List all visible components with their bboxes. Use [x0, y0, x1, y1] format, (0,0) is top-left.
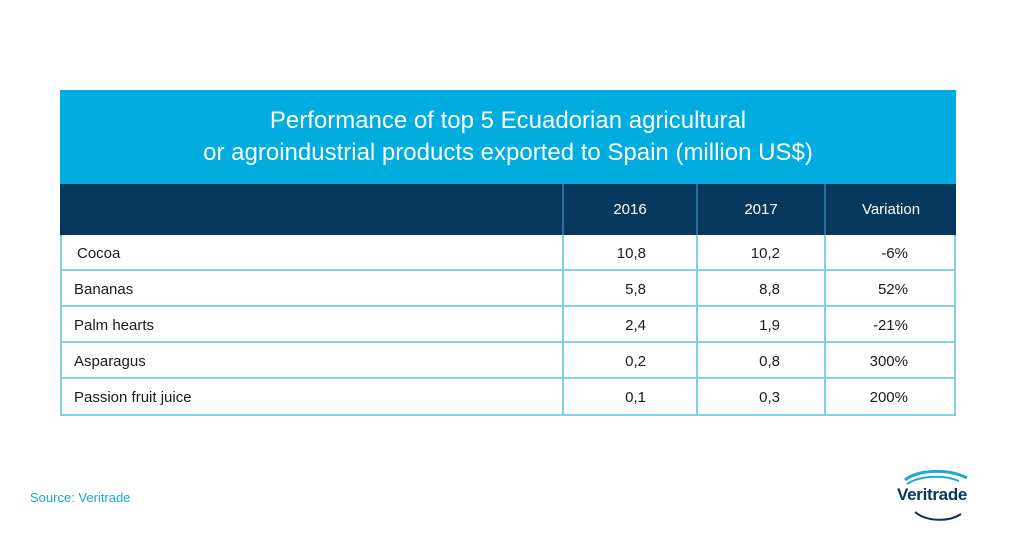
- column-header-2017: 2017: [744, 201, 778, 218]
- column-divider: [562, 379, 564, 415]
- table-title: Performance of top 5 Ecuadorian agricult…: [60, 90, 956, 184]
- row-label: Cocoa: [77, 245, 121, 262]
- column-divider: [562, 271, 564, 307]
- cell-variation: -6%: [881, 245, 908, 262]
- column-divider: [824, 307, 826, 343]
- column-divider: [696, 271, 698, 307]
- cell-variation: 200%: [869, 389, 908, 406]
- cell-2016: 0,1: [625, 389, 646, 406]
- veritrade-logo: Veritrade: [897, 468, 987, 524]
- table-frame: [60, 90, 956, 416]
- cell-2017: 0,8: [759, 353, 780, 370]
- table-row: Asparagus 0,2 0,8 300%: [60, 343, 956, 379]
- title-line-2: or agroindustrial products exported to S…: [203, 139, 813, 166]
- column-header-2016: 2016: [613, 201, 647, 218]
- header-divider: [562, 184, 564, 235]
- column-divider: [696, 379, 698, 415]
- cell-variation: 300%: [869, 353, 908, 370]
- column-divider: [696, 343, 698, 379]
- header-divider: [824, 184, 826, 235]
- cell-2017: 1,9: [759, 317, 780, 334]
- cell-2017: 10,2: [750, 245, 780, 262]
- veritrade-swoosh-icon: [904, 469, 968, 521]
- logo-text: Veritrade: [897, 485, 968, 504]
- source-note: Source: Veritrade: [30, 490, 131, 505]
- cell-2017: 8,8: [759, 281, 780, 298]
- cell-2016: 2,4: [625, 317, 646, 334]
- column-divider: [824, 379, 826, 415]
- column-divider: [562, 307, 564, 343]
- table-header-row: 2016 2017 Variation: [60, 184, 956, 235]
- column-divider: [562, 235, 564, 271]
- header-divider: [696, 184, 698, 235]
- column-divider: [562, 343, 564, 379]
- column-divider: [824, 271, 826, 307]
- column-divider: [696, 307, 698, 343]
- cell-2017: 0,3: [759, 389, 780, 406]
- column-header-variation: Variation: [861, 201, 921, 218]
- table-row: Palm hearts 2,4 1,9 -21%: [60, 307, 956, 343]
- row-label: Bananas: [74, 281, 134, 298]
- cell-variation: -21%: [872, 317, 908, 334]
- table-row: Bananas 5,8 8,8 52%: [60, 271, 956, 307]
- column-divider: [824, 343, 826, 379]
- cell-variation: 52%: [877, 281, 908, 298]
- row-label: Passion fruit juice: [74, 389, 192, 406]
- row-label: Palm hearts: [74, 317, 155, 334]
- title-line-1: Performance of top 5 Ecuadorian agricult…: [269, 107, 747, 134]
- column-divider: [696, 235, 698, 271]
- column-divider: [824, 235, 826, 271]
- row-label: Asparagus: [74, 353, 146, 370]
- table-row: Passion fruit juice 0,1 0,3 200%: [60, 379, 956, 415]
- table-row: Cocoa 10,8 10,2 -6%: [60, 235, 956, 271]
- cell-2016: 0,2: [625, 353, 646, 370]
- cell-2016: 10,8: [616, 245, 646, 262]
- cell-2016: 5,8: [625, 281, 646, 298]
